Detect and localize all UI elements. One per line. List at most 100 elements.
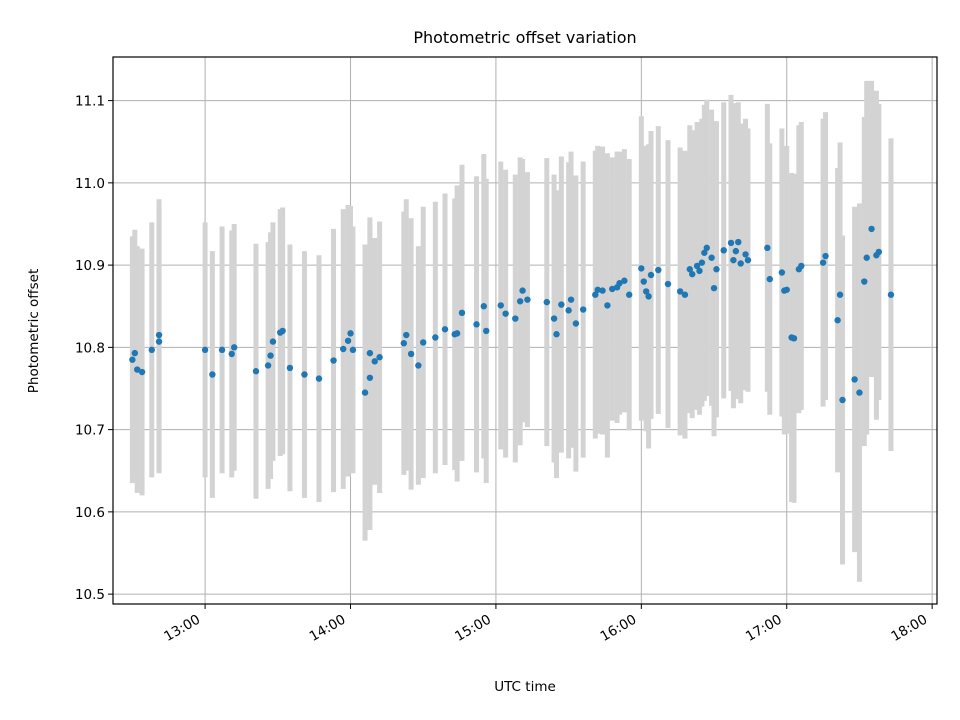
data-point (572, 320, 580, 327)
data-point (415, 362, 422, 369)
data-point (209, 371, 216, 378)
chart-title: Photometric offset variation (413, 28, 636, 47)
data-point (834, 317, 841, 324)
data-point (863, 254, 870, 261)
data-point (361, 389, 369, 396)
data-point (376, 354, 383, 361)
data-point (344, 337, 352, 344)
data-point (647, 271, 655, 279)
data-point (301, 371, 308, 378)
data-point (778, 269, 786, 276)
data-point (696, 267, 703, 275)
y-axis-label: Photometric offset (26, 269, 42, 393)
data-point (742, 251, 749, 258)
data-point (230, 344, 238, 351)
data-point (502, 310, 509, 317)
plot-frame (112, 56, 938, 605)
data-point (349, 346, 357, 354)
data-point (403, 331, 410, 339)
data-point (366, 349, 374, 357)
data-point (483, 327, 490, 335)
data-point (720, 247, 727, 254)
data-point (286, 364, 294, 372)
data-point (766, 275, 773, 283)
data-point (689, 270, 696, 278)
data-point (267, 352, 274, 359)
data-point (616, 280, 623, 287)
data-point (138, 368, 146, 376)
data-point (875, 248, 883, 256)
data-point (701, 249, 708, 256)
data-point (713, 266, 720, 273)
data-point (638, 265, 645, 272)
data-point (681, 291, 689, 298)
data-point (727, 239, 735, 247)
data-point (710, 284, 718, 292)
data-point (735, 238, 742, 246)
data-point (565, 307, 572, 314)
y-tick-label: 10.8 (75, 340, 105, 356)
data-point (655, 266, 662, 274)
data-point (645, 293, 652, 300)
y-tick-label: 10.9 (75, 258, 105, 274)
data-point (836, 291, 844, 298)
data-point (543, 298, 551, 306)
y-tick-label: 10.7 (75, 423, 105, 439)
data-point (218, 346, 226, 354)
y-tick-label: 11.1 (75, 94, 105, 110)
data-point (441, 326, 449, 333)
data-point (594, 286, 601, 293)
data-point (698, 259, 706, 266)
data-point (269, 338, 277, 345)
data-point (604, 302, 611, 309)
data-point (640, 278, 647, 285)
data-point (621, 277, 628, 284)
data-point (708, 254, 715, 261)
data-point (371, 358, 378, 365)
data-point (567, 296, 575, 303)
data-point (783, 286, 790, 293)
data-point (400, 340, 408, 347)
data-point (131, 349, 139, 357)
data-point (330, 357, 337, 364)
y-tick-label: 10.5 (75, 587, 105, 603)
data-point (129, 356, 136, 363)
data-point (861, 278, 868, 285)
data-point (642, 288, 650, 295)
data-point (626, 291, 633, 298)
data-point (798, 262, 805, 270)
data-point (664, 280, 672, 288)
data-point (819, 259, 827, 266)
data-point (279, 327, 286, 335)
data-point (839, 396, 846, 404)
data-point (764, 244, 771, 252)
data-point (790, 335, 798, 342)
data-point (737, 260, 744, 267)
data-point (703, 244, 710, 252)
data-point (558, 301, 565, 308)
data-point (347, 330, 354, 337)
data-point (744, 256, 752, 264)
x-axis-label: UTC time (494, 679, 556, 695)
data-point (134, 366, 141, 373)
data-point (730, 256, 737, 264)
data-point (553, 331, 560, 338)
data-point (887, 291, 895, 298)
data-point (693, 262, 701, 270)
data-point (340, 345, 347, 353)
data-point (868, 225, 875, 233)
data-point (458, 309, 466, 317)
data-point (155, 338, 163, 345)
data-point (579, 306, 587, 313)
data-point (480, 303, 487, 310)
data-point (155, 331, 163, 339)
data-point (676, 288, 684, 295)
data-point (473, 321, 480, 328)
data-point (432, 334, 439, 341)
data-point (453, 330, 461, 337)
data-point (512, 315, 519, 322)
data-point (592, 291, 599, 298)
data-point (519, 287, 526, 294)
data-point (524, 296, 531, 303)
